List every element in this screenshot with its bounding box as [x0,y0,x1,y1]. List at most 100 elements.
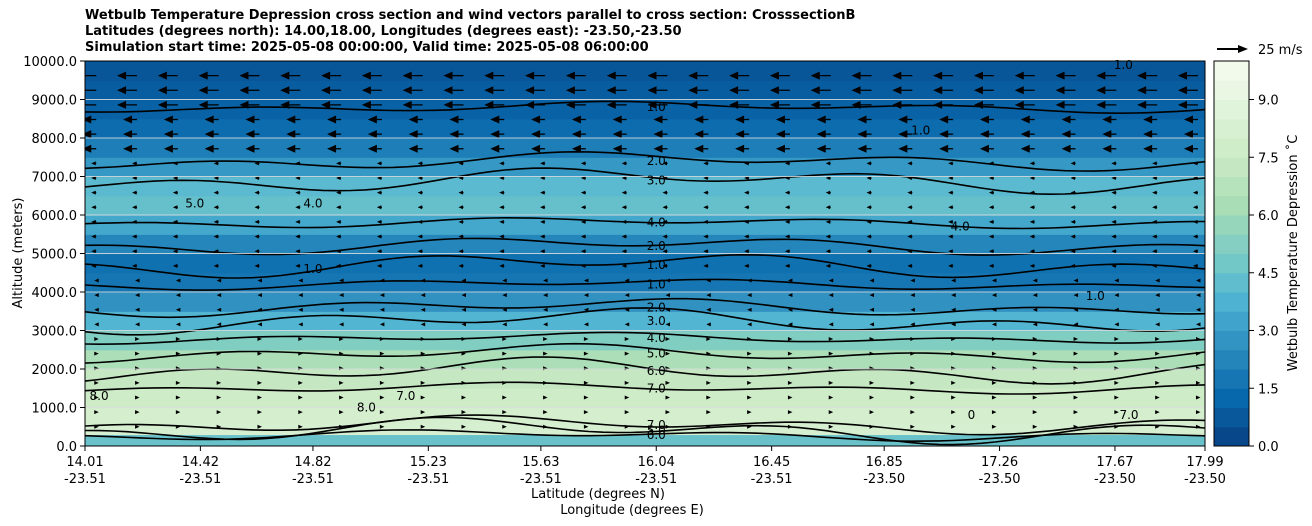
wind-vector-head [828,322,834,327]
wind-vector-head [295,219,300,224]
wind-vector-head [1137,86,1147,95]
wind-vector-head [1111,249,1116,254]
wind-vector-head [825,161,831,166]
wind-vector-head [662,263,668,268]
wind-vector-head [784,219,790,224]
wind-vector-head [580,176,586,181]
wind-vector-head [298,278,303,283]
wind-vector-head [951,336,956,341]
colorbar-segment [1214,253,1249,274]
wind-vector-head [339,278,344,283]
wind-vector-head [172,190,178,195]
wind-vector-head [540,219,545,224]
wind-vector-head [461,424,466,429]
contour-label: 1.0 [647,100,666,114]
wind-vector-head [979,115,989,124]
wind-vector-head [825,234,831,239]
wind-vector-head [135,424,140,429]
wind-vector-head [172,161,178,166]
wind-vector-head [91,263,96,268]
wind-vector-head [280,71,290,80]
quiver-key-arrow-head [1238,45,1248,53]
wind-vector-head [1020,115,1030,124]
wind-vector-head [688,86,698,95]
wind-vector-head [907,190,912,195]
wind-vector-head [624,322,630,327]
wind-vector-head [706,410,711,415]
wind-vector-head [583,336,589,341]
wind-vector-head [132,161,137,166]
wind-vector-head [747,410,752,415]
colorbar-segment [1214,99,1249,120]
wind-vector-head [1070,161,1076,166]
quiver-key: 25 m/s [1217,43,1303,58]
wind-vector-head [744,190,749,195]
wind-vector-head [580,234,586,239]
wind-vector-head [1192,249,1198,254]
wind-vector-head [621,161,627,166]
contour-label: 8.0 [90,389,109,403]
wind-vector-head [216,395,222,400]
wind-vector-head [612,115,622,124]
wind-vector-head [1183,115,1193,124]
wind-vector-head [85,86,86,95]
wind-vector-head [951,395,956,400]
wind-vector-head [1111,205,1116,210]
wind-vector-head [1096,71,1106,80]
wind-vector-head [892,71,902,80]
contour-label: 2.0 [647,239,666,253]
wind-vector-head [665,395,671,400]
wind-vector-head [376,176,382,181]
wind-vector-head [254,263,259,268]
wind-vector-head [1195,395,1201,400]
wind-vector-head [461,410,466,415]
wind-vector-head [1111,190,1116,195]
wind-vector-head [744,234,749,239]
wind-vector-head [910,336,915,341]
wind-vector-head [540,263,545,268]
wind-vector-head [461,395,466,400]
wind-vector-head [361,100,371,109]
x-tick-label-lon: -23.50 [863,472,905,487]
wind-vector-head [988,176,994,181]
wind-vector-head [1155,278,1160,283]
x-tick-label-lat: 14.01 [66,455,103,470]
wind-vector-head [540,205,545,210]
wind-vector-head [379,278,385,283]
wind-vector-head [828,278,834,283]
wind-vector-head [1155,322,1160,327]
wind-vector-head [735,144,745,153]
wind-vector-head [706,278,711,283]
wind-vector-head [239,100,249,109]
y-tick-label: 7000.0 [32,171,78,186]
colorbar-tick-label: 7.5 [1258,151,1279,166]
wind-vector-head [1152,190,1157,195]
wind-vector-head [973,100,983,109]
x-tick-label-lon: -23.51 [64,472,106,487]
wind-vector-head [408,115,418,124]
contour-label: 7.0 [396,389,415,403]
wind-vector-head [787,410,793,415]
wind-vector-head [91,176,96,181]
y-axis-label: Altitude (meters) [11,198,26,309]
wind-vector-head [583,395,589,400]
colorbar-segment [1214,369,1249,389]
wind-vector-head [1111,161,1116,166]
wind-vector-head [336,263,341,268]
wind-vector-head [828,424,834,429]
wind-vector-head [565,100,575,109]
wind-vector-head [94,424,99,429]
contour-line [85,297,1205,319]
wind-vector-head [744,205,749,210]
wind-vector-head [1032,395,1038,400]
wind-vector-head [543,336,548,341]
contour-label: 3.0 [647,314,666,328]
wind-vector-head [376,190,382,195]
wind-vector-head [825,190,831,195]
contour-line [85,414,1205,436]
wind-vector-head [298,380,303,385]
wind-vector-head [729,71,739,80]
wind-vector-head [869,307,875,312]
wind-vector-head [816,130,826,139]
wind-vector-head [443,86,453,95]
